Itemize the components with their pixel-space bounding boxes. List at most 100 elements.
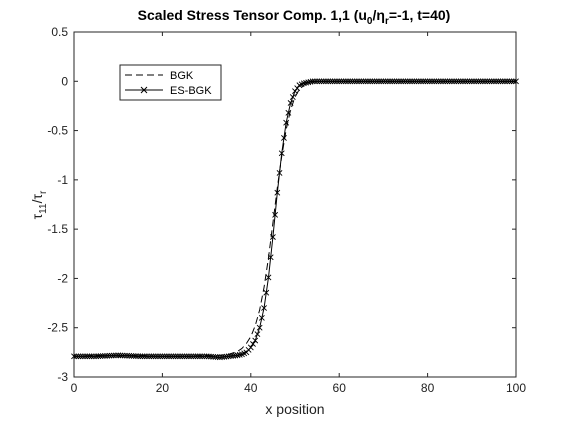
series-point [188,353,195,360]
x-tick-label: 80 [421,381,435,395]
x-tick-label: 20 [156,381,170,395]
legend-marker-esbgk [140,86,148,94]
series-line-1 [74,80,516,358]
series-point [77,353,84,360]
series-point [75,353,82,360]
series-point [499,78,506,85]
series-point [464,78,471,85]
series-point [281,135,287,141]
y-tick-label: -2 [57,271,68,285]
y-tick-label: -2.5 [47,321,68,335]
series-point [424,78,431,85]
series-point [398,78,404,85]
series-point [435,78,442,85]
series-point [413,78,420,85]
series-point [126,352,133,359]
series-point [345,78,351,85]
series-point [146,353,153,360]
series-point [152,353,159,360]
series-point [104,352,111,359]
x-axis-label: x position [265,401,324,417]
x-tick-label: 60 [333,381,347,395]
series-point [504,78,511,85]
series-point [124,352,130,359]
series-point [161,353,168,360]
series-line-0 [73,80,516,357]
series-point [88,353,95,360]
series-point [130,353,137,359]
series-point [269,234,276,240]
series-point [106,352,113,359]
series-point [73,353,80,360]
y-tick-label: -0.5 [47,124,68,138]
series-point [365,78,371,85]
series-point [373,78,380,85]
series-point [132,353,139,360]
x-tick-label: 40 [244,381,258,395]
series-point [409,78,416,85]
series-point [71,353,77,360]
series-point [336,78,343,85]
series-point [102,352,108,359]
series-point [95,353,102,360]
series-point [431,78,438,85]
series-point [99,353,106,359]
series-point [311,78,318,85]
series-point [115,352,122,359]
series-point [168,353,175,360]
series-point [250,341,256,347]
series-point [287,100,294,106]
series-point [508,78,515,85]
series-point [166,353,172,360]
series-point [513,78,519,85]
series-point [234,352,241,359]
series-point [289,94,296,100]
series-point [128,352,135,359]
series-point [320,78,327,85]
series-point [121,352,128,359]
series-point [331,78,338,85]
series-point [108,352,115,359]
series-point [384,78,391,85]
series-point [451,78,458,85]
series-point [177,353,183,360]
series-point [484,78,491,85]
series-point [407,78,413,85]
series-point [402,78,409,85]
series-point [395,78,402,85]
series-layer [71,78,519,361]
series-point [97,353,104,360]
series-point [119,352,126,359]
series-point [347,78,354,85]
y-axis-label: τ11/τr [29,190,49,219]
series-point [362,78,369,85]
series-point [493,78,500,85]
series-point [378,78,385,85]
series-point [433,78,440,85]
series-point [495,78,502,85]
y-tick-label: 0.5 [51,25,68,39]
series-point [342,78,349,85]
series-point [157,353,164,360]
series-point [135,353,142,360]
series-point [139,353,146,360]
series-point [387,78,393,85]
series-point [340,78,347,85]
series-point [254,331,261,338]
series-point [360,78,367,85]
series-point [429,78,435,85]
series-point [190,353,197,360]
series-point [420,78,427,85]
series-point [415,78,422,85]
series-point [252,337,259,344]
series-point [389,78,396,85]
series-point [197,353,203,360]
series-point [278,150,285,157]
series-point [258,314,265,321]
series-point [272,211,279,218]
series-point [148,353,155,360]
series-point [265,274,272,281]
series-point [327,78,334,85]
series-point [117,352,124,359]
series-point [179,353,186,360]
